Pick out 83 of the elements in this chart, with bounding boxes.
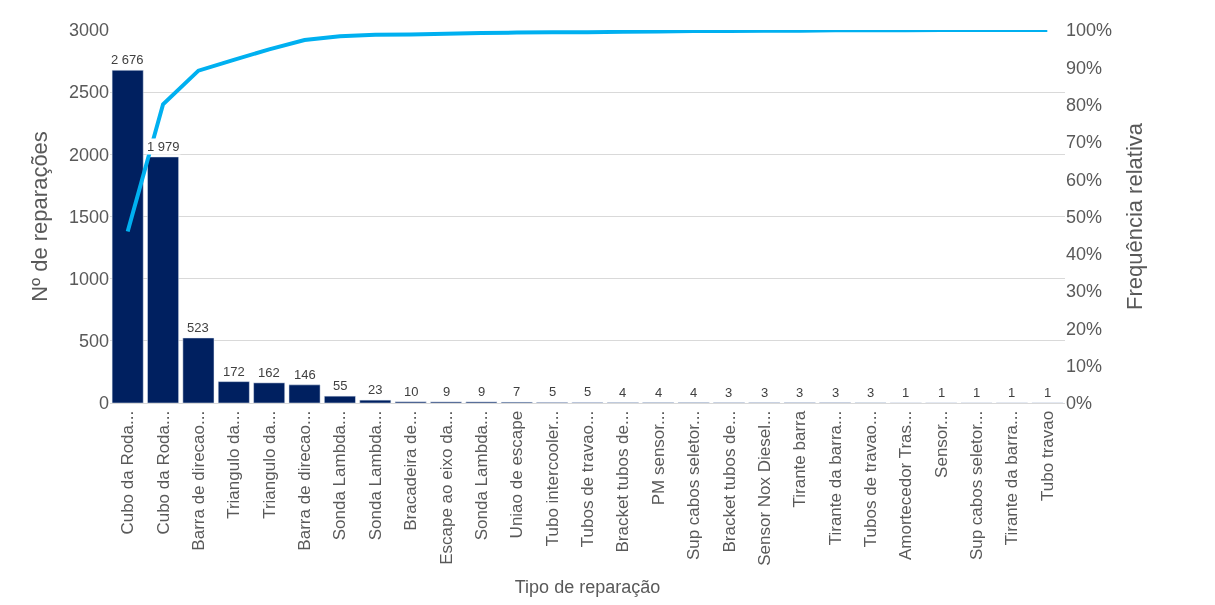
bar bbox=[324, 395, 356, 403]
data-label: 9 bbox=[478, 384, 486, 399]
data-label: 1 bbox=[973, 385, 981, 400]
x-tick-label: Sonda Lambda... bbox=[330, 410, 350, 541]
bar bbox=[359, 399, 392, 403]
y-tick-label: 1500 bbox=[68, 206, 109, 227]
data-label: 3 bbox=[725, 385, 733, 400]
y-tick-label: 500 bbox=[78, 331, 109, 352]
y-tick-label: 2500 bbox=[68, 82, 109, 103]
data-label: 523 bbox=[187, 320, 209, 335]
x-tick-label: Tirante da barra... bbox=[1002, 410, 1022, 546]
bar bbox=[288, 384, 321, 403]
bar bbox=[253, 382, 285, 403]
data-label: 7 bbox=[513, 384, 521, 399]
x-tick-label: Tubo intercooler... bbox=[542, 410, 562, 547]
x-tick-label: Escape ao eixo da... bbox=[436, 410, 456, 565]
x-tick-label: Sonda Lambda... bbox=[471, 410, 491, 541]
data-label: 9 bbox=[443, 384, 451, 399]
x-tick-label: Barra de direcao... bbox=[188, 410, 208, 551]
data-label: 146 bbox=[294, 367, 316, 382]
x-tick-label: PM sensor... bbox=[648, 410, 668, 506]
x-tick-label: Cubo da Roda... bbox=[153, 410, 173, 535]
x-tick-label: Sup cabos seletor... bbox=[684, 410, 704, 561]
x-tick-label: Triangulo da... bbox=[259, 410, 279, 519]
x-tick-label: Tubo travao bbox=[1037, 410, 1057, 501]
data-label: 172 bbox=[223, 364, 245, 379]
y2-tick-label: 80% bbox=[1066, 94, 1103, 115]
x-tick-label: Barra de direcao... bbox=[295, 410, 315, 551]
x-tick-label: Tubos de travao... bbox=[578, 410, 598, 548]
data-label: 4 bbox=[619, 385, 627, 400]
x-tick-label: Tubos de travao... bbox=[860, 410, 880, 548]
x-tick-label: Triangulo da... bbox=[224, 410, 244, 519]
bar bbox=[147, 156, 179, 403]
x-tick-label: Sensor Nox Diesel... bbox=[754, 410, 774, 566]
data-label: 3 bbox=[796, 385, 804, 400]
y-tick-label: 0 bbox=[98, 393, 109, 414]
y2-tick-label: 40% bbox=[1066, 244, 1103, 265]
y2-tick-label: 0% bbox=[1066, 393, 1093, 414]
y-axis-title: Nº de reparações bbox=[26, 131, 52, 302]
x-tick-label: Tirante da barra... bbox=[825, 410, 845, 546]
y-tick-label: 2000 bbox=[68, 144, 109, 165]
y2-tick-label: 70% bbox=[1066, 132, 1103, 153]
data-label: 1 bbox=[1044, 385, 1052, 400]
y2-tick-label: 30% bbox=[1066, 281, 1103, 302]
x-axis-title: Tipo de reparação bbox=[514, 576, 661, 597]
x-tick-label: Sonda Lambda... bbox=[365, 410, 385, 541]
data-label: 3 bbox=[832, 385, 840, 400]
bar bbox=[182, 337, 215, 403]
data-label: 23 bbox=[368, 382, 383, 397]
bar bbox=[111, 70, 144, 403]
x-tick-label: Sensor... bbox=[931, 410, 951, 478]
data-label: 1 bbox=[902, 385, 910, 400]
data-label: 1 bbox=[1008, 385, 1016, 400]
x-tick-label: Uniao de escape bbox=[507, 410, 527, 539]
data-label: 4 bbox=[690, 385, 698, 400]
data-label: 3 bbox=[867, 385, 875, 400]
y2-tick-label: 100% bbox=[1066, 20, 1113, 41]
data-label: 55 bbox=[333, 378, 348, 393]
y-tick-label: 1000 bbox=[68, 268, 109, 289]
y2-tick-label: 10% bbox=[1066, 356, 1103, 376]
x-tick-label: Tirante barra bbox=[790, 410, 810, 508]
y2-tick-label: 60% bbox=[1066, 169, 1103, 190]
x-tick-label: Bracket tubos de... bbox=[719, 410, 739, 553]
x-tick-label: Sup cabos seletor... bbox=[967, 410, 987, 561]
data-label: 2 676 bbox=[111, 52, 144, 67]
data-label: 10 bbox=[404, 384, 419, 399]
x-tick-label: Amortecedor Tras... bbox=[896, 410, 916, 561]
data-label: 5 bbox=[549, 384, 557, 399]
data-label: 162 bbox=[258, 365, 280, 380]
y2-tick-label: 50% bbox=[1066, 206, 1103, 227]
data-label: 4 bbox=[655, 385, 663, 400]
x-tick-label: Bracadeira de... bbox=[401, 410, 421, 531]
y2-tick-label: 90% bbox=[1066, 57, 1103, 78]
x-tick-label: Bracket tubos de... bbox=[613, 410, 633, 553]
data-label: 3 bbox=[761, 385, 769, 400]
data-label: 1 979 bbox=[147, 139, 180, 154]
y2-axis-title: Frequência relativa bbox=[1121, 122, 1147, 311]
y-tick-label: 3000 bbox=[68, 20, 109, 41]
data-label: 5 bbox=[584, 384, 592, 399]
x-tick-label: Cubo da Roda... bbox=[118, 410, 138, 535]
data-label: 1 bbox=[938, 385, 946, 400]
y2-tick-label: 20% bbox=[1066, 318, 1103, 339]
bar bbox=[217, 381, 250, 403]
